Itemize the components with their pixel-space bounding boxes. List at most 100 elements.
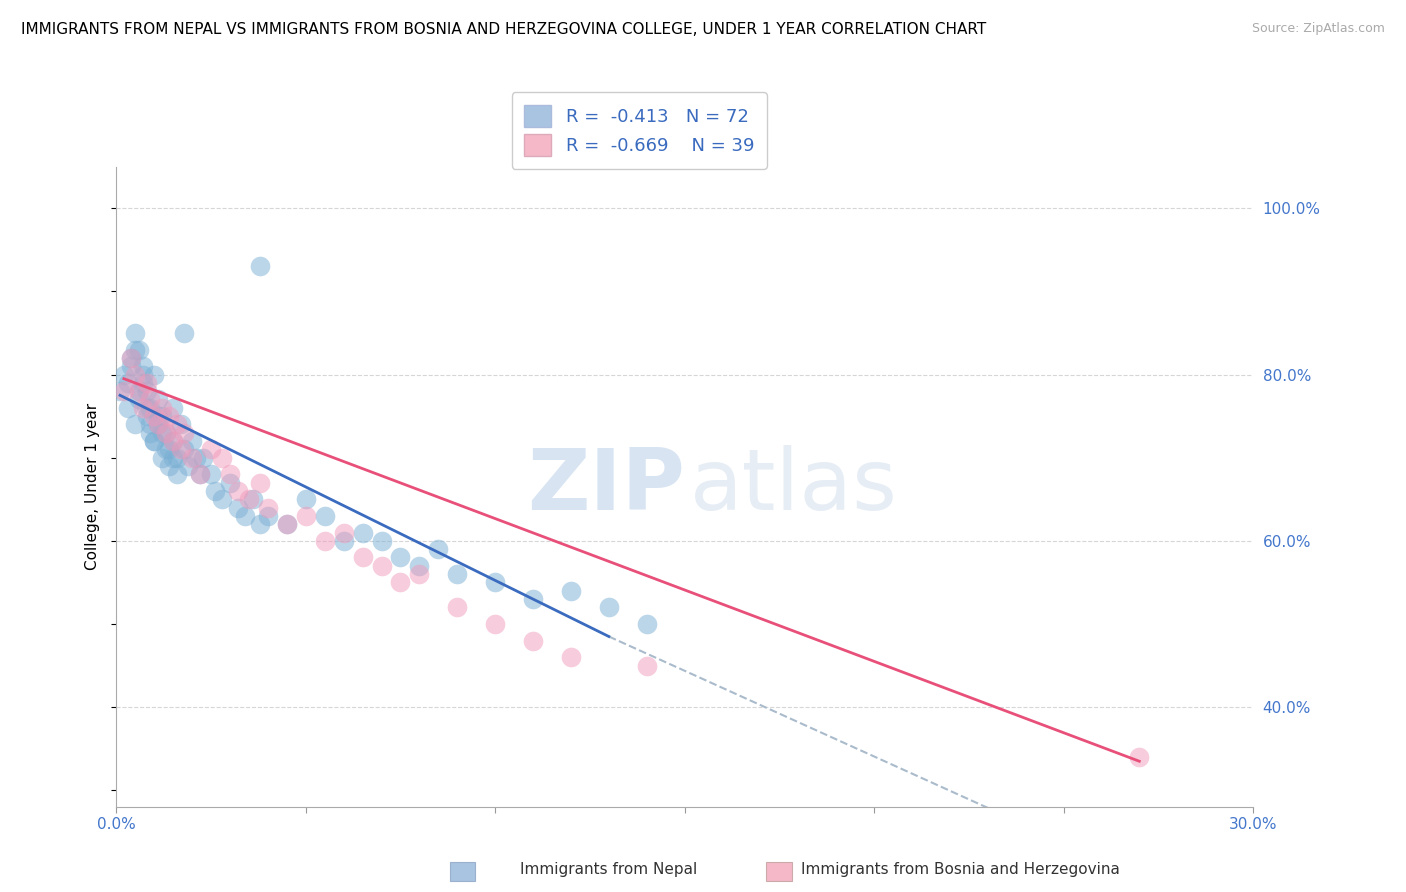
Point [370, 533, 392, 548]
Point [484, 575, 506, 590]
Point [352, 525, 374, 540]
Point [139, 401, 162, 415]
Point [135, 409, 157, 423]
Point [146, 392, 169, 407]
Point [249, 260, 271, 274]
Y-axis label: College, Under 1 year: College, Under 1 year [86, 403, 100, 570]
Point [276, 517, 298, 532]
Point [314, 533, 336, 548]
Point [150, 425, 173, 440]
Point [166, 467, 188, 482]
Point [233, 508, 256, 523]
Point [162, 450, 184, 465]
Point [204, 483, 226, 498]
Point [408, 558, 430, 573]
Point [188, 467, 211, 482]
Point [166, 417, 188, 432]
Point [146, 417, 169, 432]
Point [200, 467, 222, 482]
Point [143, 368, 166, 382]
Point [427, 542, 450, 557]
Point [139, 392, 162, 407]
Point [193, 450, 215, 465]
Text: Source: ZipAtlas.com: Source: ZipAtlas.com [1251, 22, 1385, 36]
Point [256, 508, 278, 523]
Point [560, 650, 582, 665]
Point [370, 558, 392, 573]
Point [636, 617, 658, 632]
Text: Immigrants from Nepal: Immigrants from Nepal [520, 863, 697, 877]
Point [128, 384, 150, 399]
Point [560, 583, 582, 598]
Point [150, 401, 173, 415]
Point [446, 567, 468, 582]
Point [352, 550, 374, 565]
Point [446, 600, 468, 615]
Point [219, 467, 242, 482]
Point [173, 425, 195, 440]
Point [211, 492, 233, 507]
Point [124, 343, 146, 357]
Point [408, 567, 430, 582]
Point [177, 458, 200, 473]
Point [181, 434, 204, 448]
Point [389, 575, 412, 590]
Point [166, 450, 188, 465]
Point [226, 483, 249, 498]
Point [294, 492, 316, 507]
Point [143, 434, 166, 448]
Point [256, 500, 278, 515]
Point [276, 517, 298, 532]
Point [242, 492, 264, 507]
Point [219, 475, 242, 490]
Point [132, 368, 155, 382]
Point [135, 384, 157, 399]
Point [389, 550, 412, 565]
Point [170, 442, 193, 457]
Text: ZIP: ZIP [527, 445, 685, 528]
Point [162, 434, 184, 448]
Point [211, 450, 233, 465]
Point [135, 401, 157, 415]
Point [188, 467, 211, 482]
Point [139, 425, 162, 440]
Point [128, 392, 150, 407]
Point [117, 376, 139, 390]
Point [132, 359, 155, 374]
Point [157, 442, 180, 457]
Point [139, 417, 162, 432]
Point [124, 368, 146, 382]
Point [332, 525, 354, 540]
Point [155, 425, 177, 440]
Text: atlas: atlas [690, 445, 898, 528]
Point [162, 434, 184, 448]
Point [120, 351, 142, 365]
Point [120, 359, 142, 374]
Point [157, 458, 180, 473]
Point [132, 376, 155, 390]
Point [117, 401, 139, 415]
Text: Immigrants from Bosnia and Herzegovina: Immigrants from Bosnia and Herzegovina [801, 863, 1121, 877]
Point [124, 417, 146, 432]
Point [226, 500, 249, 515]
Point [249, 517, 271, 532]
Point [200, 442, 222, 457]
Point [314, 508, 336, 523]
Point [112, 384, 135, 399]
Point [150, 450, 173, 465]
Point [146, 409, 169, 423]
Point [143, 409, 166, 423]
Point [135, 376, 157, 390]
Point [124, 326, 146, 340]
Point [155, 425, 177, 440]
Point [128, 343, 150, 357]
Point [332, 533, 354, 548]
Point [484, 617, 506, 632]
Point [162, 401, 184, 415]
Point [522, 633, 544, 648]
Point [522, 592, 544, 607]
Point [294, 508, 316, 523]
Point [598, 600, 620, 615]
Point [146, 417, 169, 432]
Text: IMMIGRANTS FROM NEPAL VS IMMIGRANTS FROM BOSNIA AND HERZEGOVINA COLLEGE, UNDER 1: IMMIGRANTS FROM NEPAL VS IMMIGRANTS FROM… [21, 22, 987, 37]
